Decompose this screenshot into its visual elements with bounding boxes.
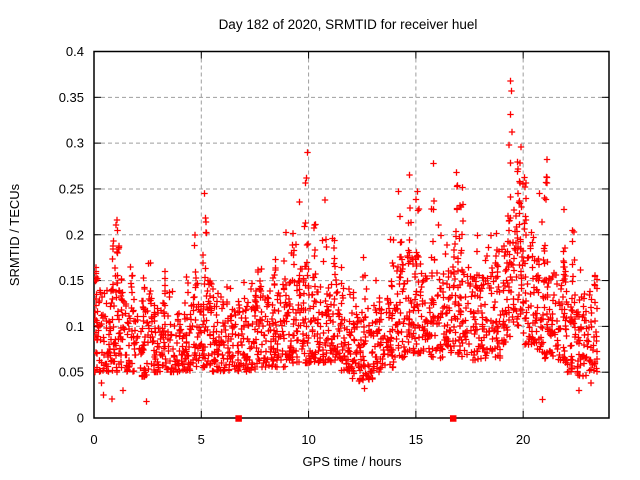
x-tick-label: 0	[90, 432, 97, 447]
y-tick-label: 0.35	[59, 90, 84, 105]
y-tick-label: 0	[77, 411, 84, 426]
data-points	[94, 77, 601, 405]
y-tick-label: 0.2	[66, 227, 84, 242]
y-tick-label: 0.15	[59, 273, 84, 288]
x-tick-label: 15	[409, 432, 423, 447]
plot-border	[93, 50, 610, 419]
axis-marker-square	[449, 415, 457, 422]
tick-labels: 0 5 10 15 20 0 0.05 0.1 0.15 0.2 0.25 0.3 0.35 0.4	[59, 44, 531, 447]
x-tick-label: 5	[198, 432, 205, 447]
y-tick-label: 0.05	[59, 365, 84, 380]
y-tick-label: 0.1	[66, 319, 84, 334]
y-tick-label: 0.4	[66, 44, 84, 59]
x-tick-label: 20	[516, 432, 530, 447]
x-axis-label: GPS time / hours	[303, 454, 402, 469]
axis-marker-square	[235, 415, 242, 422]
axis-markers	[235, 415, 457, 422]
chart-title: Day 182 of 2020, SRMTID for receiver hue…	[219, 17, 478, 32]
x-tick-label: 10	[301, 432, 315, 447]
scatter-points-path	[94, 77, 601, 405]
y-axis-label: SRMTID / TECUs	[7, 183, 22, 286]
y-tick-label: 0.25	[59, 181, 84, 196]
y-tick-label: 0.3	[66, 136, 84, 151]
